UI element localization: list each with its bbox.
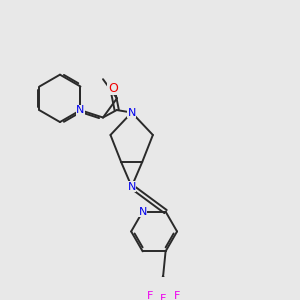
Text: N: N [128,182,136,192]
Text: O: O [108,82,118,94]
Text: F: F [160,294,166,300]
Text: N: N [76,105,85,115]
Text: F: F [146,291,153,300]
Text: N: N [139,207,147,217]
Text: N: N [128,107,136,118]
Text: F: F [173,291,180,300]
